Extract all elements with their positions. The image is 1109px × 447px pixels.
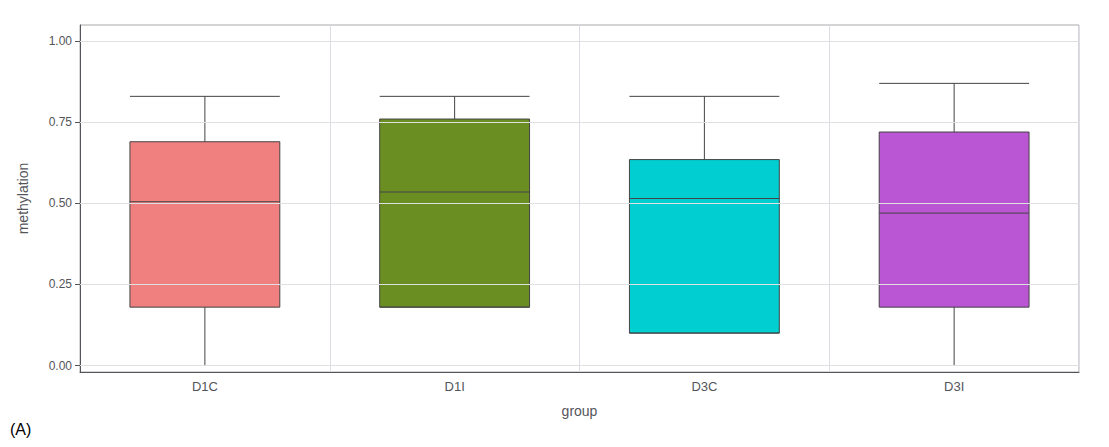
svg-text:D3C: D3C [691, 379, 717, 394]
svg-text:(A): (A) [10, 421, 31, 438]
svg-text:D1C: D1C [192, 379, 218, 394]
svg-text:1.00: 1.00 [49, 34, 73, 48]
svg-text:0.25: 0.25 [49, 277, 73, 291]
svg-text:0.50: 0.50 [49, 196, 73, 210]
svg-text:group: group [562, 403, 598, 419]
svg-text:D1I: D1I [445, 379, 465, 394]
svg-text:methylation: methylation [15, 163, 31, 235]
svg-text:0.75: 0.75 [49, 115, 73, 129]
svg-text:0.00: 0.00 [49, 359, 73, 373]
svg-text:D3I: D3I [944, 379, 964, 394]
